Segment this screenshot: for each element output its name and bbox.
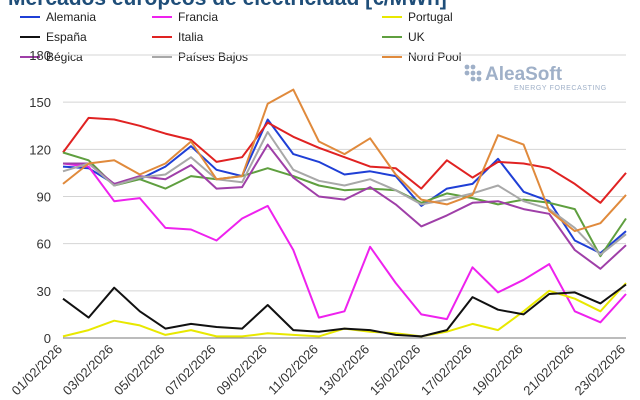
x-tick-label: 11/02/2026 bbox=[265, 342, 321, 398]
series-line-0 bbox=[62, 118, 627, 255]
x-tick-label: 21/02/2026 bbox=[520, 342, 577, 399]
series-layer bbox=[62, 88, 627, 338]
x-tick-label: 17/02/2026 bbox=[418, 342, 475, 399]
series-line-7 bbox=[62, 131, 627, 256]
x-tick-label: 09/02/2026 bbox=[213, 342, 270, 399]
logo-name: AleaSoft bbox=[485, 64, 563, 85]
series-line-6 bbox=[63, 143, 627, 270]
series-line-5 bbox=[62, 151, 627, 258]
y-tick-label: 30 bbox=[37, 284, 51, 299]
legend-label: España bbox=[46, 30, 87, 44]
legend-label: UK bbox=[408, 30, 425, 44]
y-tick-label: 150 bbox=[29, 95, 51, 110]
series-line-1 bbox=[62, 162, 627, 324]
logo-tagline: ENERGY FORECASTING bbox=[514, 85, 607, 92]
y-tick-label: 180 bbox=[29, 48, 51, 63]
x-tick-label: 03/02/2026 bbox=[60, 342, 117, 399]
legend: Alemania Francia Portugal España Italia UK Bég… bbox=[20, 10, 461, 64]
grid bbox=[63, 54, 626, 339]
y-tick-label: 120 bbox=[29, 142, 51, 157]
legend-label: Portugal bbox=[408, 10, 453, 24]
x-tick-label: 13/02/2026 bbox=[316, 342, 373, 399]
x-tick-label: 15/02/2026 bbox=[367, 342, 424, 399]
y-tick-label: 90 bbox=[37, 190, 51, 205]
y-axis: 0 30 60 90 120 150 180 bbox=[29, 48, 51, 346]
aleasoft-logo: AleaSoft ENERGY FORECASTING bbox=[464, 64, 607, 92]
x-tick-label: 07/02/2026 bbox=[162, 342, 219, 399]
legend-label: Bégica bbox=[46, 50, 83, 64]
y-tick-label: 60 bbox=[37, 237, 51, 252]
legend-label: Nord Pool bbox=[408, 50, 461, 64]
x-tick-label: 01/02/2026 bbox=[8, 342, 65, 399]
legend-label: Países Bajos bbox=[178, 50, 248, 64]
series-line-3 bbox=[62, 283, 627, 338]
legend-label: Francia bbox=[178, 10, 218, 24]
x-tick-label: 05/02/2026 bbox=[111, 342, 168, 399]
x-axis: 01/02/202603/02/202605/02/202607/02/2026… bbox=[8, 342, 628, 399]
legend-label: Italia bbox=[178, 30, 204, 44]
x-tick-label: 19/02/2026 bbox=[469, 342, 526, 399]
chart-title: Mercados europeos de electricidad [€/MWh… bbox=[8, 0, 447, 10]
logo-icon bbox=[464, 64, 482, 82]
legend-label: Alemania bbox=[46, 10, 96, 24]
y-tick-label: 0 bbox=[44, 331, 51, 346]
x-tick-label: 23/02/2026 bbox=[571, 342, 628, 399]
series-line-8 bbox=[62, 88, 627, 233]
